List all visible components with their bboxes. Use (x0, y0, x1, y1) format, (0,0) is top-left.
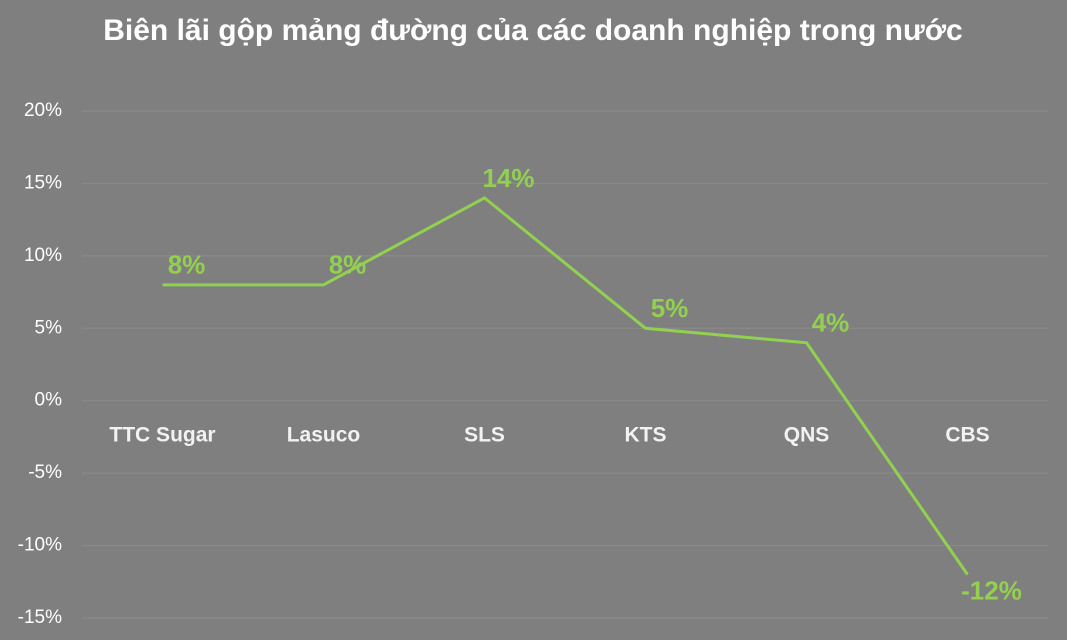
x-tick-label: Lasuco (287, 423, 361, 446)
y-tick-label: 0% (35, 390, 63, 411)
chart-title: Biên lãi gộp mảng đường của các doanh ng… (103, 14, 963, 47)
line (162, 196, 969, 576)
y-tick-label: -5% (28, 462, 62, 483)
data-label: 14% (482, 163, 534, 193)
data-label: 4% (812, 308, 850, 338)
y-tick-label: 5% (35, 317, 63, 338)
x-tick-label: SLS (464, 423, 505, 446)
data-label: -12% (961, 575, 1022, 605)
y-tick-label: -10% (18, 535, 62, 556)
x-tick-label: CBS (945, 423, 989, 446)
data-label: 8% (329, 250, 367, 280)
data-label: 5% (651, 293, 689, 323)
x-tick-label: KTS (625, 423, 667, 446)
y-tick-label: -15% (18, 607, 62, 628)
x-tick-label: QNS (784, 423, 830, 446)
x-tick-label: TTC Sugar (109, 423, 215, 446)
y-tick-label: 20% (24, 100, 62, 121)
data-label: 8% (168, 250, 206, 280)
y-tick-label: 15% (24, 172, 62, 193)
y-tick-label: 10% (24, 245, 62, 266)
